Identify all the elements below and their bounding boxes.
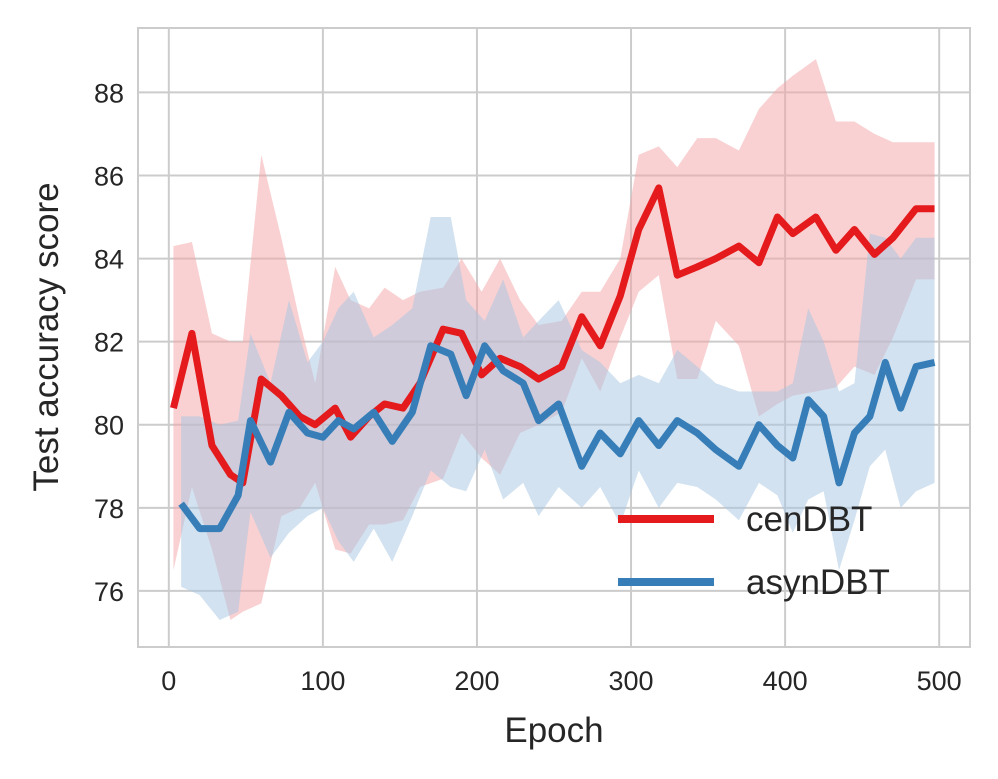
y-tick-label: 76 xyxy=(94,577,124,607)
legend: cenDBT asynDBT xyxy=(618,500,890,602)
y-tick-label: 88 xyxy=(94,78,124,108)
y-tick-label: 78 xyxy=(94,494,124,524)
band-asyndbt xyxy=(181,217,935,620)
y-axis-ticks: 76 78 80 82 84 86 88 xyxy=(94,78,124,607)
y-axis-label: Test accuracy score xyxy=(27,182,66,491)
y-tick-label: 84 xyxy=(94,245,124,275)
confidence-bands xyxy=(173,59,935,620)
legend-label-asyndbt: asynDBT xyxy=(746,563,890,602)
plot-frame xyxy=(137,27,971,648)
y-tick-label: 82 xyxy=(94,328,124,358)
x-axis-label: Epoch xyxy=(504,711,603,750)
x-tick-label: 400 xyxy=(763,666,808,696)
x-tick-label: 300 xyxy=(609,666,654,696)
y-tick-label: 80 xyxy=(94,411,124,441)
x-axis-ticks: 0 100 200 300 400 500 xyxy=(161,666,961,696)
series-line-asyndbt xyxy=(178,342,936,533)
x-tick-label: 500 xyxy=(917,666,962,696)
x-tick-label: 0 xyxy=(161,666,176,696)
series-line-cendbt xyxy=(170,184,935,487)
legend-label-cendbt: cenDBT xyxy=(746,500,872,539)
x-tick-label: 200 xyxy=(454,666,499,696)
y-tick-label: 86 xyxy=(94,161,124,191)
x-tick-label: 100 xyxy=(300,666,345,696)
series-lines xyxy=(170,184,936,533)
